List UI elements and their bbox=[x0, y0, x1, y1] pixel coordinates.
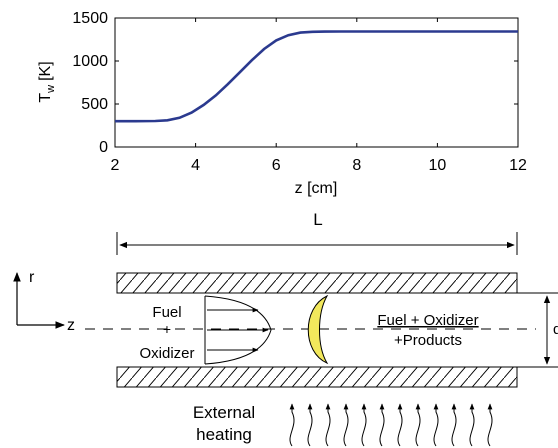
inlet-oxidizer-label: Oxidizer bbox=[139, 345, 194, 362]
lower-tube-wall bbox=[116, 366, 518, 388]
z-axis-label: z bbox=[67, 317, 75, 334]
heating-arrow bbox=[307, 403, 313, 447]
upper-tube-wall bbox=[116, 272, 518, 294]
heating-arrows bbox=[289, 403, 493, 447]
x-tick-label: 8 bbox=[352, 157, 361, 174]
heating-arrow bbox=[343, 403, 349, 447]
svg-text:Tw[K]: Tw [K] bbox=[37, 61, 57, 102]
y-axis-label-main: T bbox=[37, 93, 54, 103]
inlet-fuel-label: Fuel bbox=[152, 304, 181, 321]
x-tick-label: 10 bbox=[429, 157, 447, 174]
heating-arrow bbox=[451, 403, 457, 447]
temperature-chart: 2 4 6 8 10 12 0 500 1000 1500 z [cm] Tw [K] bbox=[37, 10, 527, 197]
y-tick-label: 0 bbox=[99, 139, 108, 156]
y-axis-label: Tw [K] bbox=[37, 61, 57, 102]
x-tick-label: 4 bbox=[191, 157, 200, 174]
y-axis-label-subscript: w bbox=[45, 85, 57, 94]
x-tick-label: 12 bbox=[509, 157, 527, 174]
r-axis-label: r bbox=[29, 269, 35, 286]
heating-arrow bbox=[361, 403, 367, 447]
inlet-plus-label: + bbox=[163, 321, 171, 337]
heating-arrow bbox=[379, 403, 385, 447]
y-axis-label-unit: [K] bbox=[37, 61, 54, 81]
y-tick-label: 1000 bbox=[72, 53, 108, 70]
heating-label-line2: heating bbox=[196, 425, 252, 444]
reactor-schematic: L r z Fuel + Oxidizer Fuel + Oxidizer +P… bbox=[13, 210, 558, 447]
y-axis-ticks: 0 500 1000 1500 bbox=[72, 10, 518, 156]
x-tick-label: 2 bbox=[111, 157, 120, 174]
y-tick-label: 1500 bbox=[72, 10, 108, 27]
heating-arrow bbox=[397, 403, 403, 447]
heating-arrow bbox=[469, 403, 475, 447]
outlet-products-label: +Products bbox=[394, 332, 462, 349]
inlet-velocity-profile bbox=[204, 295, 272, 365]
heating-arrow bbox=[289, 403, 295, 447]
x-tick-label: 6 bbox=[272, 157, 281, 174]
y-tick-label: 500 bbox=[81, 96, 108, 113]
heating-arrow bbox=[415, 403, 421, 447]
outlet-mixture-label: Fuel + Oxidizer bbox=[377, 312, 478, 329]
heating-arrow bbox=[487, 403, 493, 447]
plot-frame bbox=[114, 17, 519, 148]
heating-label-line1: External bbox=[193, 403, 255, 422]
length-label: L bbox=[313, 210, 322, 229]
x-axis-label: z [cm] bbox=[295, 180, 338, 197]
heating-arrow bbox=[325, 403, 331, 447]
x-axis-ticks: 2 4 6 8 10 12 bbox=[111, 18, 527, 174]
series-line-wall-temperature bbox=[115, 30, 518, 123]
heating-arrow bbox=[433, 403, 439, 447]
diameter-label: d bbox=[553, 321, 558, 338]
flame-front bbox=[307, 294, 329, 365]
